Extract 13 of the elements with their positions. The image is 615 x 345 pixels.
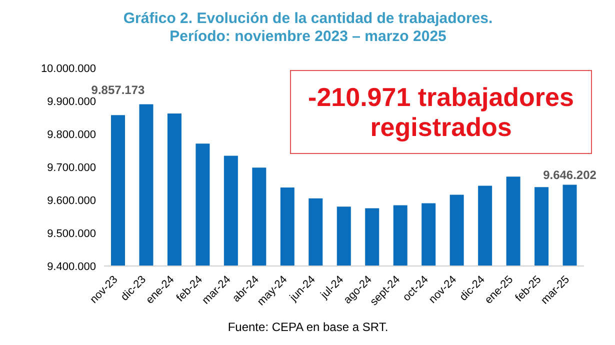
- y-tick-label: 9.600.000: [47, 194, 96, 207]
- source-note: Fuente: CEPA en base a SRT.: [226, 320, 390, 334]
- y-tick-label: 9.400.000: [47, 260, 96, 273]
- chart-subtitle: Período: noviembre 2023 – marzo 2025: [168, 28, 448, 46]
- annotation: -210.971 trabajadores registrados: [290, 70, 592, 154]
- y-tick-label: 9.800.000: [47, 128, 96, 141]
- y-tick-label: 9.500.000: [47, 228, 96, 240]
- data-label: 9.646.202: [543, 168, 597, 182]
- data-label: 9.857.173: [91, 83, 146, 98]
- y-tick-label: 10.000.000: [40, 62, 96, 75]
- y-tick-label: 9.700.000: [47, 162, 96, 174]
- y-tick-label: 9.900.000: [47, 96, 96, 108]
- chart-title: Gráfico 2. Evolución de la cantidad de trabajadores.: [122, 10, 494, 28]
